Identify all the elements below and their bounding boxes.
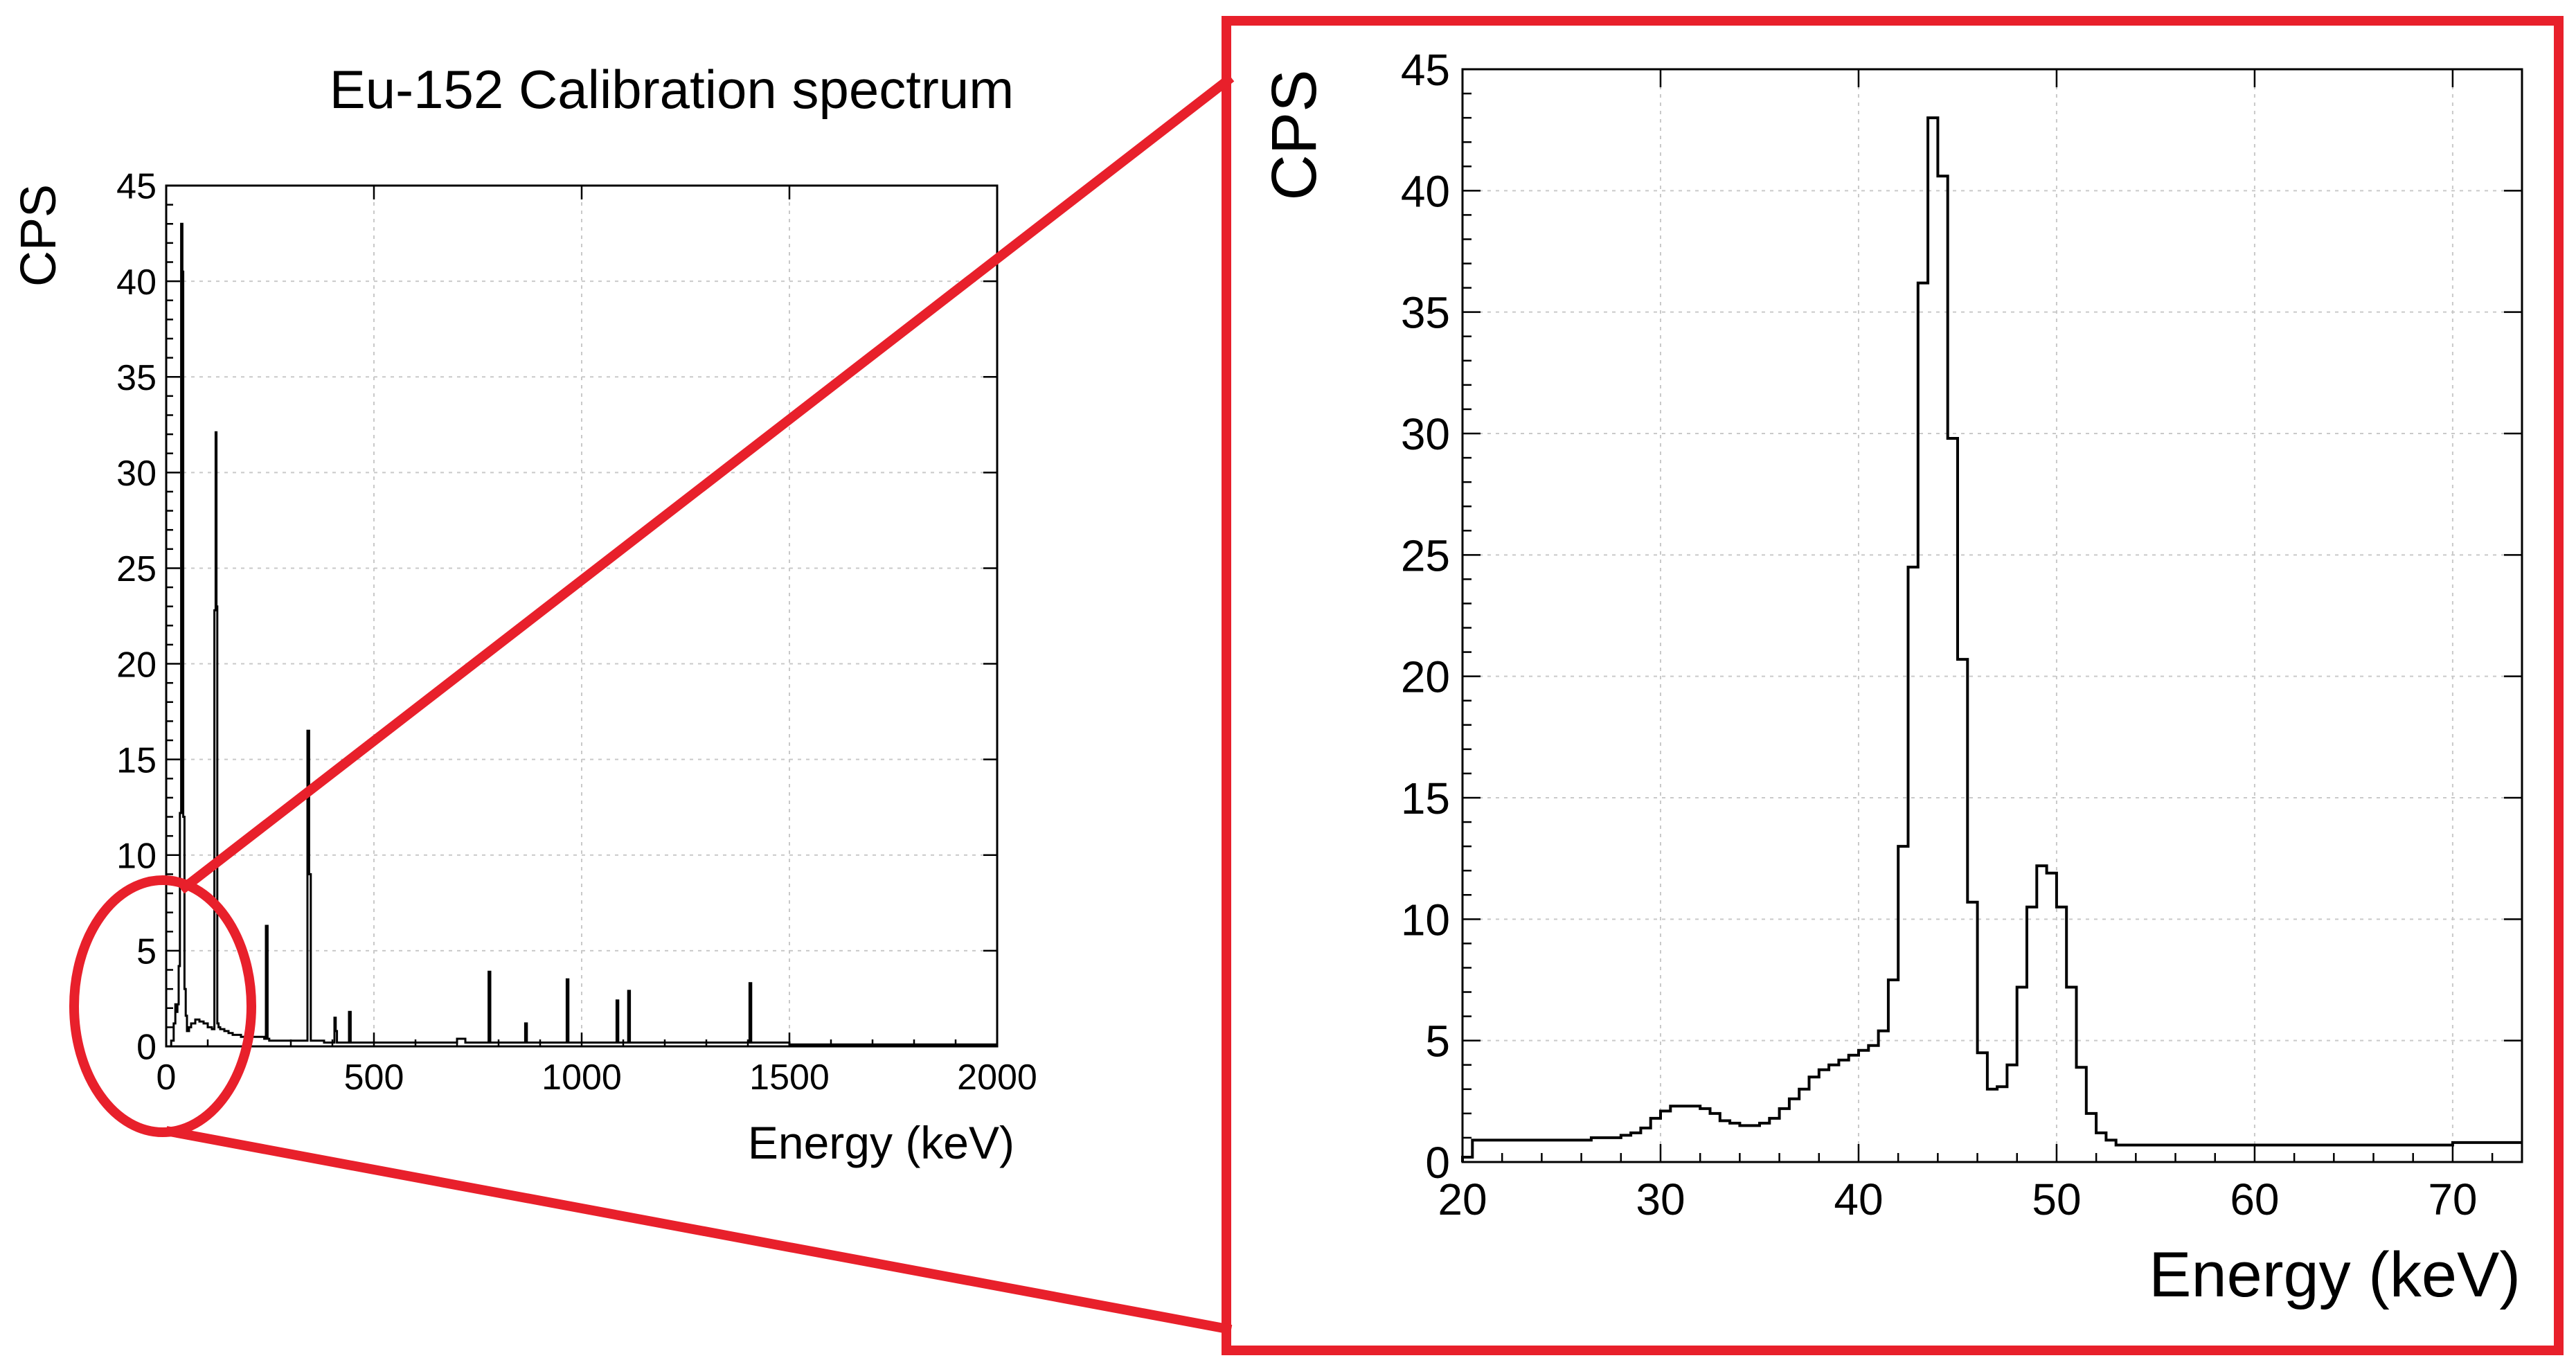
x-tick-label: 20	[1438, 1174, 1487, 1224]
zoom-axis-ticks	[1461, 68, 2522, 1163]
full-x-tick-labels: 0 500 1000 1500 2000	[156, 1057, 1037, 1098]
zoom-spectrum-line	[1461, 116, 2522, 1162]
full-y-tick-labels: 0 5 10 15 20 25 30 35 40 45	[116, 167, 156, 1068]
y-tick-label: 45	[1401, 45, 1450, 95]
y-tick-label: 15	[1401, 774, 1450, 823]
x-tick-label: 70	[2428, 1174, 2477, 1224]
zoom-highlight-frame	[1222, 16, 2564, 1355]
zoom-connector-lower	[165, 1126, 1233, 1334]
zoom-connector-upper	[178, 73, 1235, 894]
y-tick-label: 35	[116, 358, 156, 398]
y-tick-label: 40	[116, 262, 156, 303]
y-tick-label: 20	[116, 645, 156, 685]
y-tick-label: 45	[116, 167, 156, 207]
full-grid	[166, 186, 997, 1046]
x-tick-label: 1000	[542, 1057, 622, 1098]
y-tick-label: 10	[1401, 895, 1450, 945]
y-tick-label: 25	[1401, 530, 1450, 580]
full-x-axis-label: Energy (keV)	[748, 1117, 1014, 1168]
x-tick-label: 30	[1636, 1174, 1685, 1224]
x-tick-label: 1500	[749, 1057, 830, 1098]
zoom-x-tick-labels: 20 30 40 50 60 70	[1438, 1174, 2477, 1224]
y-tick-label: 5	[136, 932, 156, 972]
zoom-region-ellipse	[69, 875, 256, 1137]
x-tick-label: 2000	[957, 1057, 1037, 1098]
zoom-x-axis-label: Energy (keV)	[2149, 1240, 2521, 1310]
zoom-spectrum-chart: CPS Energy (keV) 20 30 40 50 60 70 0 5 10 15 20 25…	[1222, 16, 2564, 1355]
y-tick-label: 35	[1401, 288, 1450, 338]
full-spectrum-line	[166, 222, 997, 1048]
x-tick-label: 0	[156, 1057, 177, 1098]
zoom-grid	[1463, 69, 2522, 1162]
y-tick-label: 40	[1401, 166, 1450, 216]
y-tick-label: 5	[1425, 1017, 1450, 1066]
full-chart-title: Eu-152 Calibration spectrum	[330, 59, 1014, 120]
y-tick-label: 30	[1401, 409, 1450, 459]
y-tick-label: 0	[136, 1028, 156, 1068]
full-plot-frame	[165, 184, 999, 1048]
y-tick-label: 0	[1425, 1138, 1450, 1188]
y-tick-label: 30	[116, 454, 156, 494]
y-tick-label: 25	[116, 549, 156, 589]
x-tick-label: 50	[2032, 1174, 2081, 1224]
y-tick-label: 10	[116, 836, 156, 876]
zoom-y-axis-label: CPS	[1259, 69, 1330, 200]
y-tick-label: 20	[1401, 652, 1450, 702]
x-tick-label: 60	[2230, 1174, 2279, 1224]
full-y-axis-label: CPS	[11, 184, 66, 287]
y-tick-label: 15	[116, 740, 156, 780]
zoom-y-tick-labels: 0 5 10 15 20 25 30 35 40 45	[1401, 45, 1450, 1188]
x-tick-label: 40	[1834, 1174, 1883, 1224]
full-spectrum-chart: Eu-152 Calibration spectrum CPS Energy (…	[11, 59, 1037, 1168]
x-tick-label: 500	[344, 1057, 404, 1098]
zoom-indicator	[69, 73, 1235, 1334]
zoom-plot-frame	[1461, 68, 2523, 1163]
